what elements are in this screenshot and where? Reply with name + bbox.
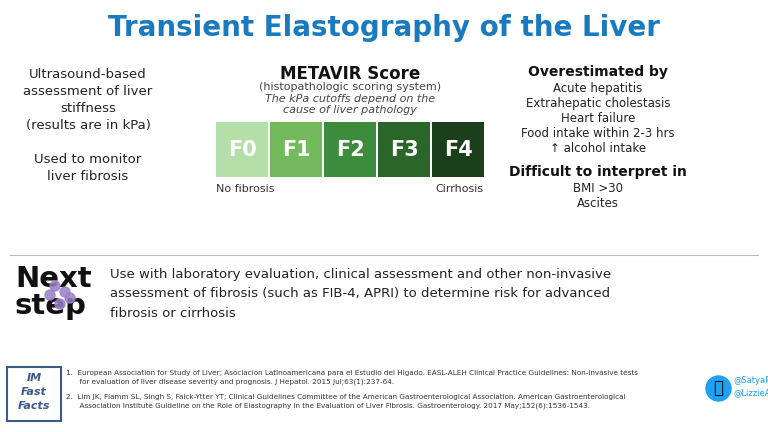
Text: F0: F0: [227, 140, 257, 159]
Text: F3: F3: [389, 140, 419, 159]
Text: Acute hepatitis: Acute hepatitis: [554, 82, 643, 95]
Text: @SatyaPatelMD: @SatyaPatelMD: [734, 376, 768, 385]
Circle shape: [55, 299, 65, 309]
Text: Difficult to interpret in: Difficult to interpret in: [509, 165, 687, 179]
Text: Overestimated by: Overestimated by: [528, 65, 668, 79]
FancyBboxPatch shape: [7, 367, 61, 421]
Text: Next: Next: [15, 265, 91, 293]
Text: cause of liver pathology: cause of liver pathology: [283, 105, 417, 115]
Text: 1.  European Association for Study of Liver; Asociacion Latinoamericana para el : 1. European Association for Study of Liv…: [66, 370, 638, 385]
FancyBboxPatch shape: [270, 122, 322, 177]
Text: Extrahepatic cholestasis: Extrahepatic cholestasis: [526, 97, 670, 110]
FancyBboxPatch shape: [324, 122, 376, 177]
FancyBboxPatch shape: [378, 122, 430, 177]
Text: BMI >30: BMI >30: [573, 182, 623, 195]
Text: 🐦: 🐦: [713, 379, 723, 397]
Text: liver fibrosis: liver fibrosis: [48, 170, 128, 183]
Text: Facts: Facts: [18, 401, 50, 411]
Text: Ultrasound-based: Ultrasound-based: [29, 68, 147, 81]
Text: F4: F4: [444, 140, 472, 159]
Text: Heart failure: Heart failure: [561, 112, 635, 125]
Text: 2.  Lim JK, Flamm SL, Singh S, Falck-Ytter YT; Clinical Guidelines Committee of : 2. Lim JK, Flamm SL, Singh S, Falck-Ytte…: [66, 394, 625, 409]
Text: METAVIR Score: METAVIR Score: [280, 65, 420, 83]
Text: assessment of liver: assessment of liver: [23, 85, 153, 98]
Text: @LizzieAbyMD: @LizzieAbyMD: [734, 389, 768, 398]
Text: Fast: Fast: [21, 387, 47, 397]
Text: Used to monitor: Used to monitor: [35, 153, 141, 166]
Circle shape: [60, 287, 70, 297]
Circle shape: [65, 293, 75, 303]
FancyBboxPatch shape: [432, 122, 484, 177]
Text: (results are in kPa): (results are in kPa): [25, 119, 151, 132]
FancyBboxPatch shape: [216, 122, 268, 177]
Text: (histopathologic scoring system): (histopathologic scoring system): [259, 82, 441, 92]
Text: No fibrosis: No fibrosis: [216, 184, 274, 194]
Text: Use with laboratory evaluation, clinical assessment and other non-invasive
asses: Use with laboratory evaluation, clinical…: [110, 268, 611, 320]
Text: The kPa cutoffs depend on the: The kPa cutoffs depend on the: [265, 94, 435, 104]
Text: stiffness: stiffness: [60, 102, 116, 115]
Circle shape: [45, 290, 55, 300]
Text: IM: IM: [26, 373, 41, 383]
Circle shape: [50, 281, 60, 291]
Text: F1: F1: [282, 140, 310, 159]
Text: ↑ alcohol intake: ↑ alcohol intake: [550, 142, 646, 155]
Text: Food intake within 2-3 hrs: Food intake within 2-3 hrs: [521, 127, 675, 140]
Text: Ascites: Ascites: [577, 197, 619, 210]
Text: step: step: [15, 292, 87, 320]
Text: F2: F2: [336, 140, 364, 159]
Text: Transient Elastography of the Liver: Transient Elastography of the Liver: [108, 14, 660, 42]
Text: Cirrhosis: Cirrhosis: [436, 184, 484, 194]
